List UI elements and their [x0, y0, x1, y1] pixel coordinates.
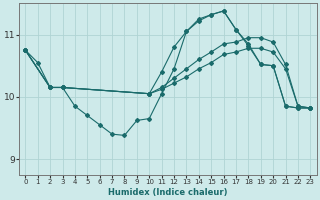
- X-axis label: Humidex (Indice chaleur): Humidex (Indice chaleur): [108, 188, 228, 197]
